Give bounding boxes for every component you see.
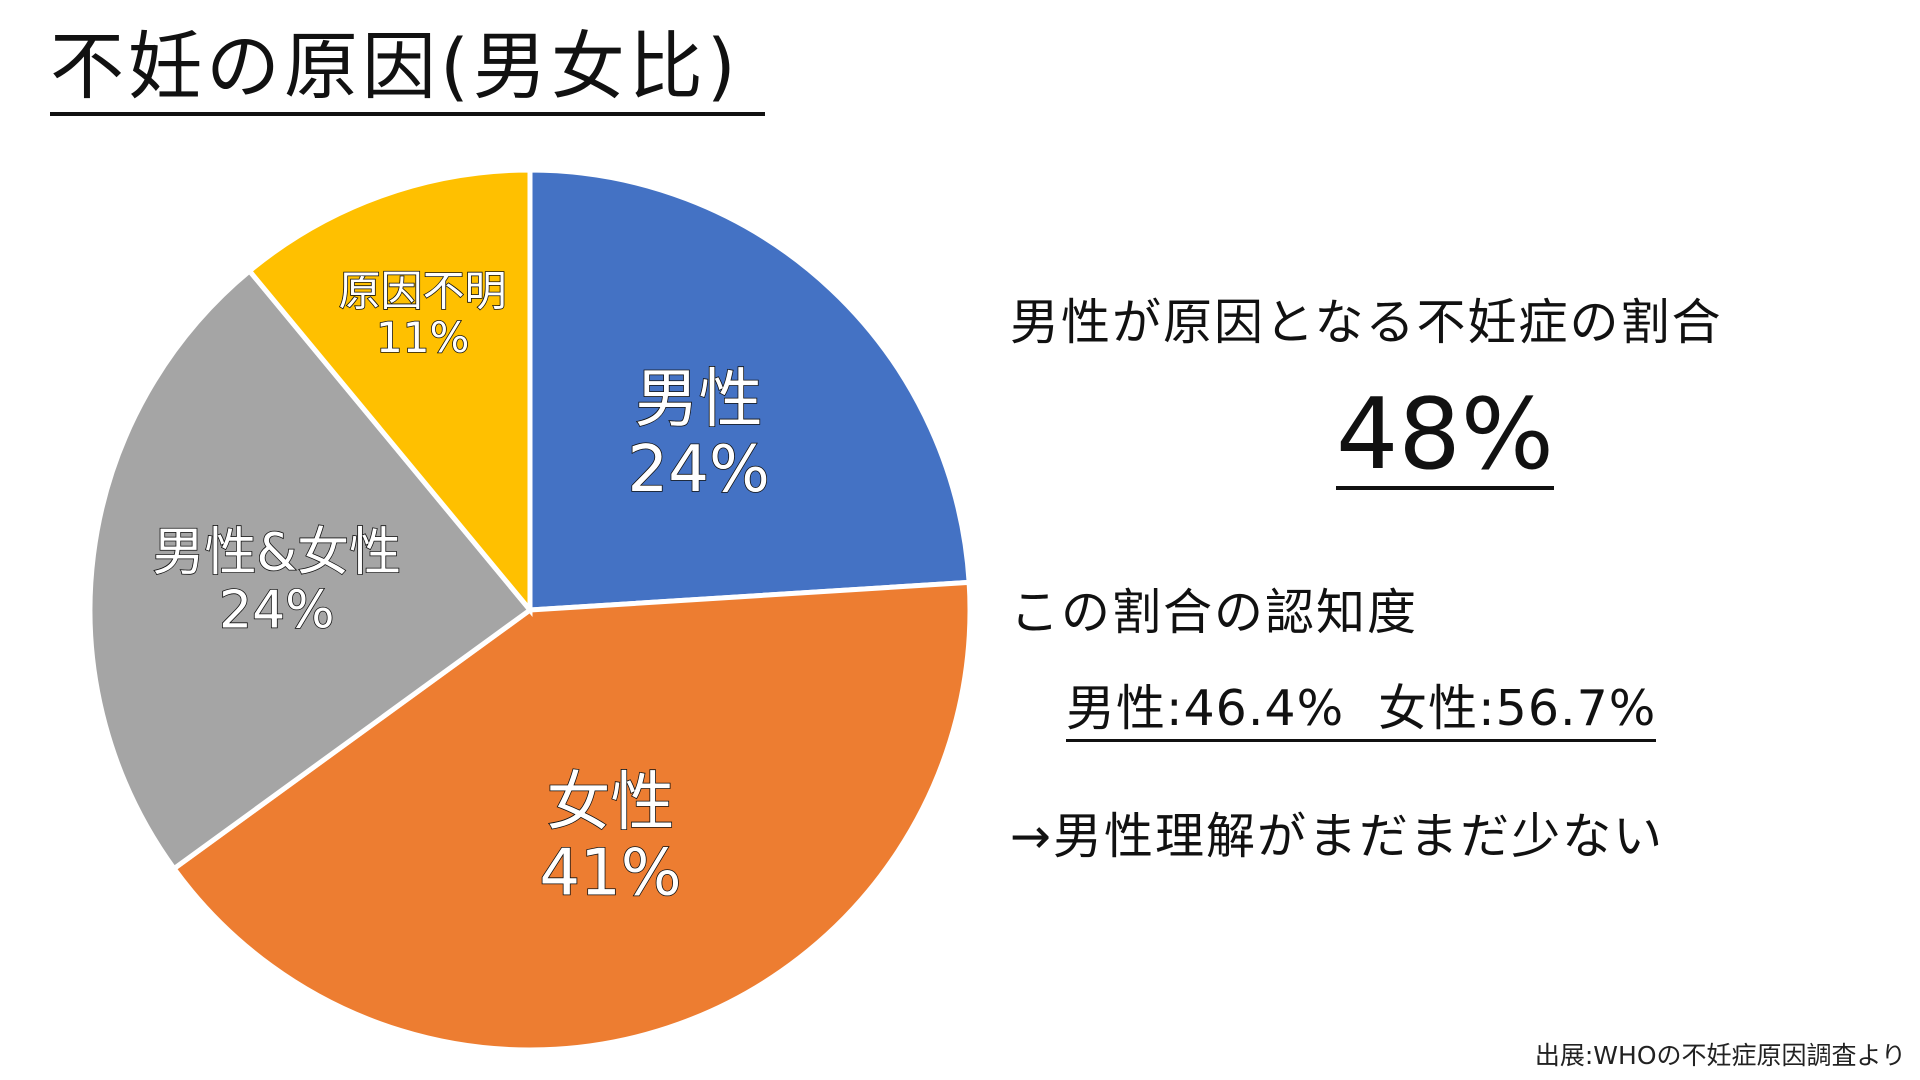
awareness-female-value: 女性:56.7% [1378,680,1657,737]
slice-value-both: 24% [219,580,335,640]
male-cause-heading: 男性が原因となる不妊症の割合 [1010,294,1723,351]
slice-label-both: 男性&女性 [153,523,402,583]
page-title: 不妊の原因(男女比) [50,30,765,116]
conclusion-text: →男性理解がまだまだ少ない [1010,808,1665,865]
male-cause-percentage: 48% [1336,378,1554,492]
pie-slice-female [170,579,973,1053]
slice-label-male: 男性 [635,363,763,437]
slice-value-unknown: 11% [376,313,469,362]
pie-slice-unknown [246,167,533,617]
slice-label-unknown: 原因不明 [339,267,507,316]
pie-slice-both [87,267,534,873]
source-note: 出展:WHOの不妊症原因調査より [1534,1041,1906,1070]
slice-label-female: 女性 [546,766,674,840]
awareness-values: 男性:46.4% 女性:56.7% [1066,680,1657,742]
pie-slice-male [527,167,972,613]
slice-value-female: 41% [539,836,681,910]
awareness-heading: この割合の認知度 [1010,584,1419,641]
awareness-male-value: 男性:46.4% [1066,680,1345,737]
info-panel: 男性が原因となる不妊症の割合 48% この割合の認知度 男性:46.4% 女性:5… [1010,0,1890,1080]
slice-value-male: 24% [628,433,770,507]
